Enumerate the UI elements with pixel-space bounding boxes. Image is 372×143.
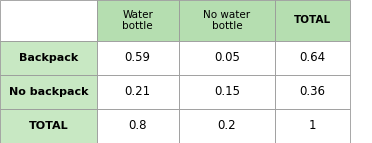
Text: 1: 1 xyxy=(309,119,316,132)
Text: 0.59: 0.59 xyxy=(125,51,151,64)
Bar xyxy=(97,109,179,143)
Text: 0.36: 0.36 xyxy=(299,85,326,98)
Bar xyxy=(97,0,179,41)
Bar xyxy=(275,109,350,143)
Text: No water
bottle: No water bottle xyxy=(203,10,250,31)
Bar xyxy=(0,75,97,109)
Bar xyxy=(97,41,179,75)
Bar xyxy=(179,75,275,109)
Text: Backpack: Backpack xyxy=(19,53,78,63)
Bar xyxy=(179,41,275,75)
Bar xyxy=(0,41,97,75)
Text: 0.15: 0.15 xyxy=(214,85,240,98)
Bar xyxy=(0,0,97,41)
Text: No backpack: No backpack xyxy=(9,87,88,97)
Text: 0.21: 0.21 xyxy=(125,85,151,98)
Text: TOTAL: TOTAL xyxy=(29,121,68,131)
Bar xyxy=(275,0,350,41)
Bar xyxy=(179,0,275,41)
Text: Water
bottle: Water bottle xyxy=(122,10,153,31)
Bar xyxy=(275,41,350,75)
Bar xyxy=(275,75,350,109)
Text: 0.64: 0.64 xyxy=(299,51,326,64)
Text: 0.05: 0.05 xyxy=(214,51,240,64)
Text: TOTAL: TOTAL xyxy=(294,15,331,25)
Text: 0.2: 0.2 xyxy=(218,119,236,132)
Text: 0.8: 0.8 xyxy=(128,119,147,132)
Bar xyxy=(0,109,97,143)
Bar xyxy=(179,109,275,143)
Bar xyxy=(97,75,179,109)
